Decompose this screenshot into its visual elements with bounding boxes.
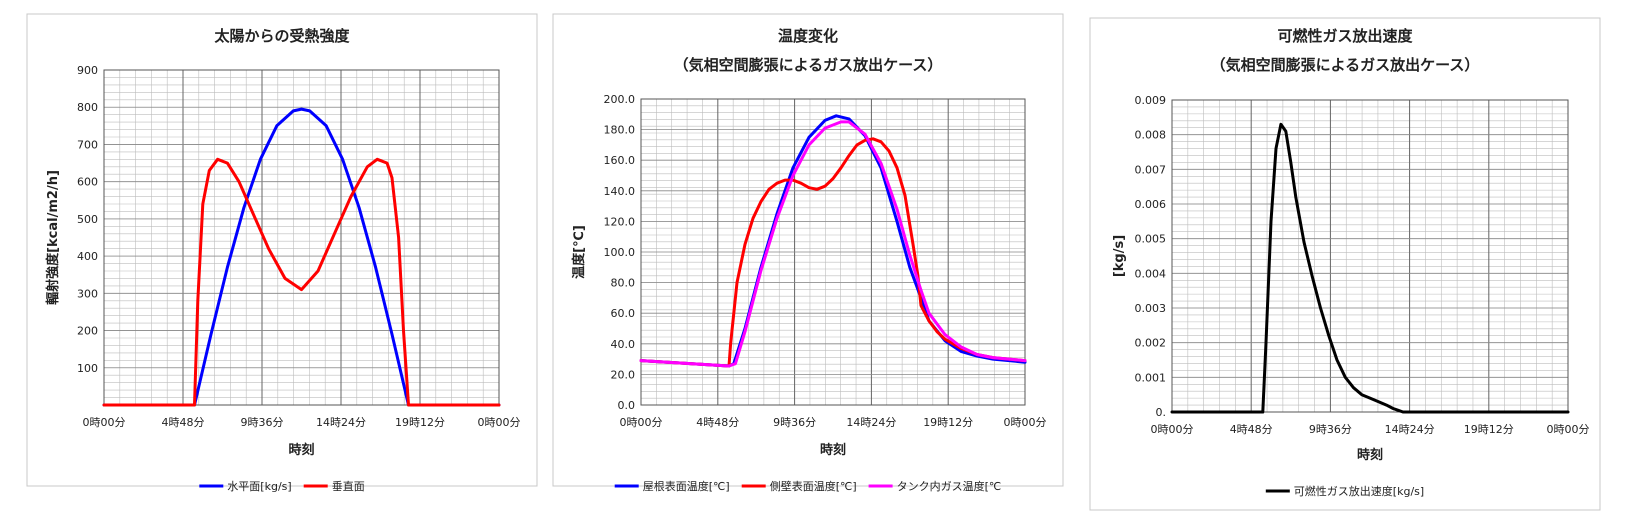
legend-item: タンク内ガス温度[℃ bbox=[868, 479, 1002, 493]
y-tick-label: 100.0 bbox=[604, 246, 636, 259]
x-tick-label: 4時48分 bbox=[696, 416, 739, 429]
y-tick-label: 0.002 bbox=[1135, 337, 1167, 350]
y-tick-label: 0.007 bbox=[1135, 163, 1167, 176]
y-tick-label: 40.0 bbox=[611, 338, 636, 351]
y-tick-label: 0. bbox=[1156, 406, 1167, 419]
legend-item: 側壁表面温度[℃] bbox=[741, 479, 857, 493]
legend-label: 側壁表面温度[℃] bbox=[770, 479, 857, 493]
x-tick-label: 0時00分 bbox=[620, 416, 663, 429]
chart-title: 温度変化 bbox=[778, 27, 838, 45]
y-tick-label: 400 bbox=[77, 250, 98, 263]
plot-area bbox=[103, 69, 500, 406]
x-tick-label: 0時00分 bbox=[83, 416, 126, 429]
y-tick-label: 20.0 bbox=[611, 368, 636, 381]
legend-item: 可燃性ガス放出速度[kg/s] bbox=[1265, 484, 1424, 498]
y-tick-label: 0.0 bbox=[618, 399, 636, 412]
chart-title: （気相空間膨張によるガス放出ケース） bbox=[674, 56, 943, 74]
y-axis-label: 温度[℃] bbox=[571, 225, 587, 279]
x-tick-label: 4時48分 bbox=[162, 416, 205, 429]
x-tick-label: 9時36分 bbox=[1309, 423, 1352, 436]
chart-title: （気相空間膨張によるガス放出ケース） bbox=[1211, 56, 1480, 74]
x-tick-label: 9時36分 bbox=[773, 416, 816, 429]
series-line-2 bbox=[102, 157, 501, 407]
y-tick-label: 0.004 bbox=[1135, 267, 1167, 280]
series-line-2 bbox=[639, 137, 1027, 368]
grid bbox=[103, 69, 500, 405]
legend: 屋根表面温度[℃] 側壁表面温度[℃] タンク内ガス温度[℃ bbox=[614, 479, 1002, 493]
y-tick-label: 600 bbox=[77, 176, 98, 189]
chart-panel-2: 温度変化 （気相空間膨張によるガス放出ケース） 0.0 20.0 40.0 60.0 80.… bbox=[552, 13, 1064, 493]
legend-item: 垂直面 bbox=[303, 479, 365, 493]
y-tick-label: 300 bbox=[77, 287, 98, 300]
series-line-3 bbox=[639, 120, 1027, 368]
plot-area bbox=[640, 98, 1026, 406]
x-tick-label: 4時48分 bbox=[1230, 423, 1273, 436]
y-tick-label: 0.003 bbox=[1135, 302, 1167, 315]
chart-title: 可燃性ガス放出速度 bbox=[1277, 27, 1413, 45]
y-tick-label: 0.008 bbox=[1135, 129, 1167, 142]
x-tick-label: 14時24分 bbox=[316, 416, 366, 429]
series-line-1 bbox=[102, 107, 501, 407]
chart-frame bbox=[1089, 17, 1601, 511]
y-axis-label: [kg/s] bbox=[1112, 235, 1127, 277]
y-tick-label: 0.005 bbox=[1135, 233, 1167, 246]
y-tick-label: 100 bbox=[77, 362, 98, 375]
chart-panel-1: 太陽からの受熱強度 100 200 300 400 500 600 700 800 900 0時00… bbox=[26, 13, 538, 493]
y-tick-label: 0.009 bbox=[1135, 94, 1167, 107]
x-tick-label: 19時12分 bbox=[923, 416, 973, 429]
chart-panel-3: 可燃性ガス放出速度 （気相空間膨張によるガス放出ケース） 0. 0.001 0.002 0… bbox=[1089, 17, 1601, 511]
y-tick-label: 60.0 bbox=[611, 307, 636, 320]
series-line-1 bbox=[1170, 122, 1570, 414]
y-tick-label: 700 bbox=[77, 138, 98, 151]
x-tick-label: 14時24分 bbox=[1385, 423, 1435, 436]
y-tick-label: 0.001 bbox=[1135, 371, 1167, 384]
plot-area bbox=[1171, 99, 1569, 413]
x-tick-label: 0時00分 bbox=[478, 416, 521, 429]
x-tick-label: 14時24分 bbox=[846, 416, 896, 429]
y-tick-label: 200.0 bbox=[604, 93, 636, 106]
grid bbox=[640, 98, 1026, 406]
y-tick-label: 120.0 bbox=[604, 215, 636, 228]
chart-title: 太陽からの受熱強度 bbox=[214, 27, 350, 45]
legend-item: 屋根表面温度[℃] bbox=[614, 479, 730, 493]
legend-label: タンク内ガス温度[℃ bbox=[897, 479, 1002, 493]
x-tick-label: 0時00分 bbox=[1004, 416, 1047, 429]
y-tick-label: 500 bbox=[77, 213, 98, 226]
legend-label: 水平面[kg/s] bbox=[227, 480, 291, 493]
legend-label: 可燃性ガス放出速度[kg/s] bbox=[1294, 484, 1424, 498]
x-axis-label: 時刻 bbox=[820, 442, 846, 458]
legend-item: 水平面[kg/s] bbox=[199, 480, 292, 493]
y-tick-label: 140.0 bbox=[604, 185, 636, 198]
x-axis-label: 時刻 bbox=[288, 442, 314, 458]
legend: 可燃性ガス放出速度[kg/s] bbox=[1265, 484, 1424, 498]
x-tick-label: 0時00分 bbox=[1547, 423, 1590, 436]
legend-label: 垂直面 bbox=[332, 479, 365, 493]
legend-label: 屋根表面温度[℃] bbox=[643, 479, 730, 493]
y-tick-label: 180.0 bbox=[604, 124, 636, 137]
y-tick-label: 80.0 bbox=[611, 277, 636, 290]
chart-frame bbox=[552, 13, 1064, 487]
y-tick-label: 900 bbox=[77, 64, 98, 77]
x-axis-label: 時刻 bbox=[1357, 447, 1383, 463]
x-tick-label: 9時36分 bbox=[241, 416, 284, 429]
y-axis-label: 輻射強度[kcal/m2/h] bbox=[45, 170, 61, 305]
y-tick-label: 200 bbox=[77, 325, 98, 338]
x-tick-label: 0時00分 bbox=[1151, 423, 1194, 436]
y-tick-label: 0.006 bbox=[1135, 198, 1167, 211]
chart-frame bbox=[26, 13, 538, 487]
y-tick-label: 160.0 bbox=[604, 154, 636, 167]
x-tick-label: 19時12分 bbox=[395, 416, 445, 429]
y-tick-label: 800 bbox=[77, 101, 98, 114]
x-tick-label: 19時12分 bbox=[1464, 423, 1514, 436]
legend: 水平面[kg/s] 垂直面 bbox=[199, 479, 365, 493]
